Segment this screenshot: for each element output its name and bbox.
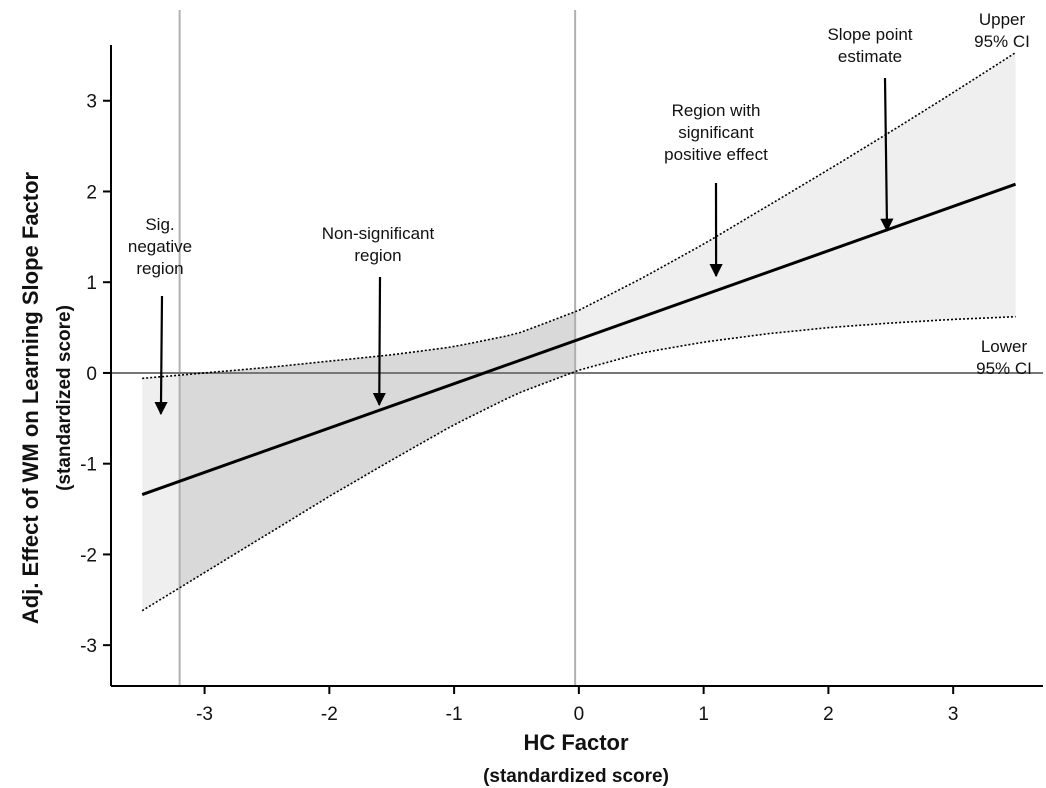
annotation-negative-region-text: Sig. negative region	[128, 215, 192, 278]
annotation-nonsig-region-line-1: Non-significant	[322, 224, 435, 243]
annotation-slope-estimate-arrow	[880, 77, 894, 232]
y-tick-label: -3	[80, 636, 97, 657]
y-axis-subtitle: (standardized score)	[54, 305, 75, 491]
y-tick-label: 3	[86, 92, 97, 113]
annotation-slope-estimate-line-2: estimate	[838, 47, 902, 66]
x-tick-label: -1	[446, 704, 463, 725]
slope-estimate-line	[141, 182, 1017, 496]
annotation-upper-ci-line-2: 95% CI	[974, 32, 1030, 51]
annotation-positive-region-line-2: significant	[678, 123, 754, 142]
y-tick-label: 1	[86, 273, 97, 294]
annotation-negative-region-line-2: negative	[128, 237, 192, 256]
x-tick-label: 3	[948, 704, 959, 725]
slope-line-group	[141, 182, 1017, 496]
annotation-negative-region-line-1: Sig.	[145, 215, 174, 234]
annotation-lower-ci-line-1: Lower	[981, 337, 1028, 356]
reference-lines	[111, 10, 1043, 686]
y-tick-label: -2	[80, 545, 97, 566]
y-axis-title: Adj. Effect of WM on Learning Slope Fact…	[18, 171, 43, 624]
x-tick-label: 1	[698, 704, 709, 725]
ci-band-nonsignificant	[179, 311, 576, 588]
annotation-negative-region-arrow	[154, 295, 168, 416]
annotation-lower-ci-text: Lower 95% CI	[976, 337, 1032, 378]
y-tick-label: 2	[86, 182, 97, 203]
x-tick-label: 0	[574, 704, 585, 725]
annotation-upper-ci-line-1: Upper	[979, 10, 1026, 29]
annotation-nonsig-region-line-2: region	[354, 246, 401, 265]
x-axis-subtitle: (standardized score)	[483, 766, 669, 787]
annotation-upper-ci-text: Upper 95% CI	[974, 10, 1030, 51]
annotations: Upper 95% CI Slope point estimate Region wit…	[128, 10, 1032, 416]
x-axis-title: HC Factor	[523, 730, 629, 755]
annotation-negative-region-line-3: region	[136, 259, 183, 278]
x-tick-label: 2	[823, 704, 834, 725]
annotation-positive-region-line-1: Region with	[672, 101, 761, 120]
annotation-slope-estimate-line-1: Slope point	[827, 25, 912, 44]
y-tick-label: -1	[80, 455, 97, 476]
annotation-slope-estimate-text: Slope point estimate	[827, 25, 912, 66]
annotation-positive-region-text: Region with significant positive effect	[664, 101, 768, 164]
x-tick-label: -3	[196, 704, 213, 725]
x-ticks: -3 -2 -1 0 1 2 3	[196, 686, 958, 725]
axes	[110, 45, 1043, 687]
confidence-bands	[142, 52, 1016, 611]
annotation-nonsig-region-text: Non-significant region	[322, 224, 435, 265]
y-tick-label: 0	[86, 364, 97, 385]
y-ticks: -3 -2 -1 0 1 2 3	[80, 92, 111, 657]
annotation-lower-ci-line-2: 95% CI	[976, 359, 1032, 378]
annotation-nonsig-region-arrow	[372, 276, 386, 407]
annotation-positive-region-line-3: positive effect	[664, 145, 768, 164]
x-tick-label: -2	[321, 704, 338, 725]
